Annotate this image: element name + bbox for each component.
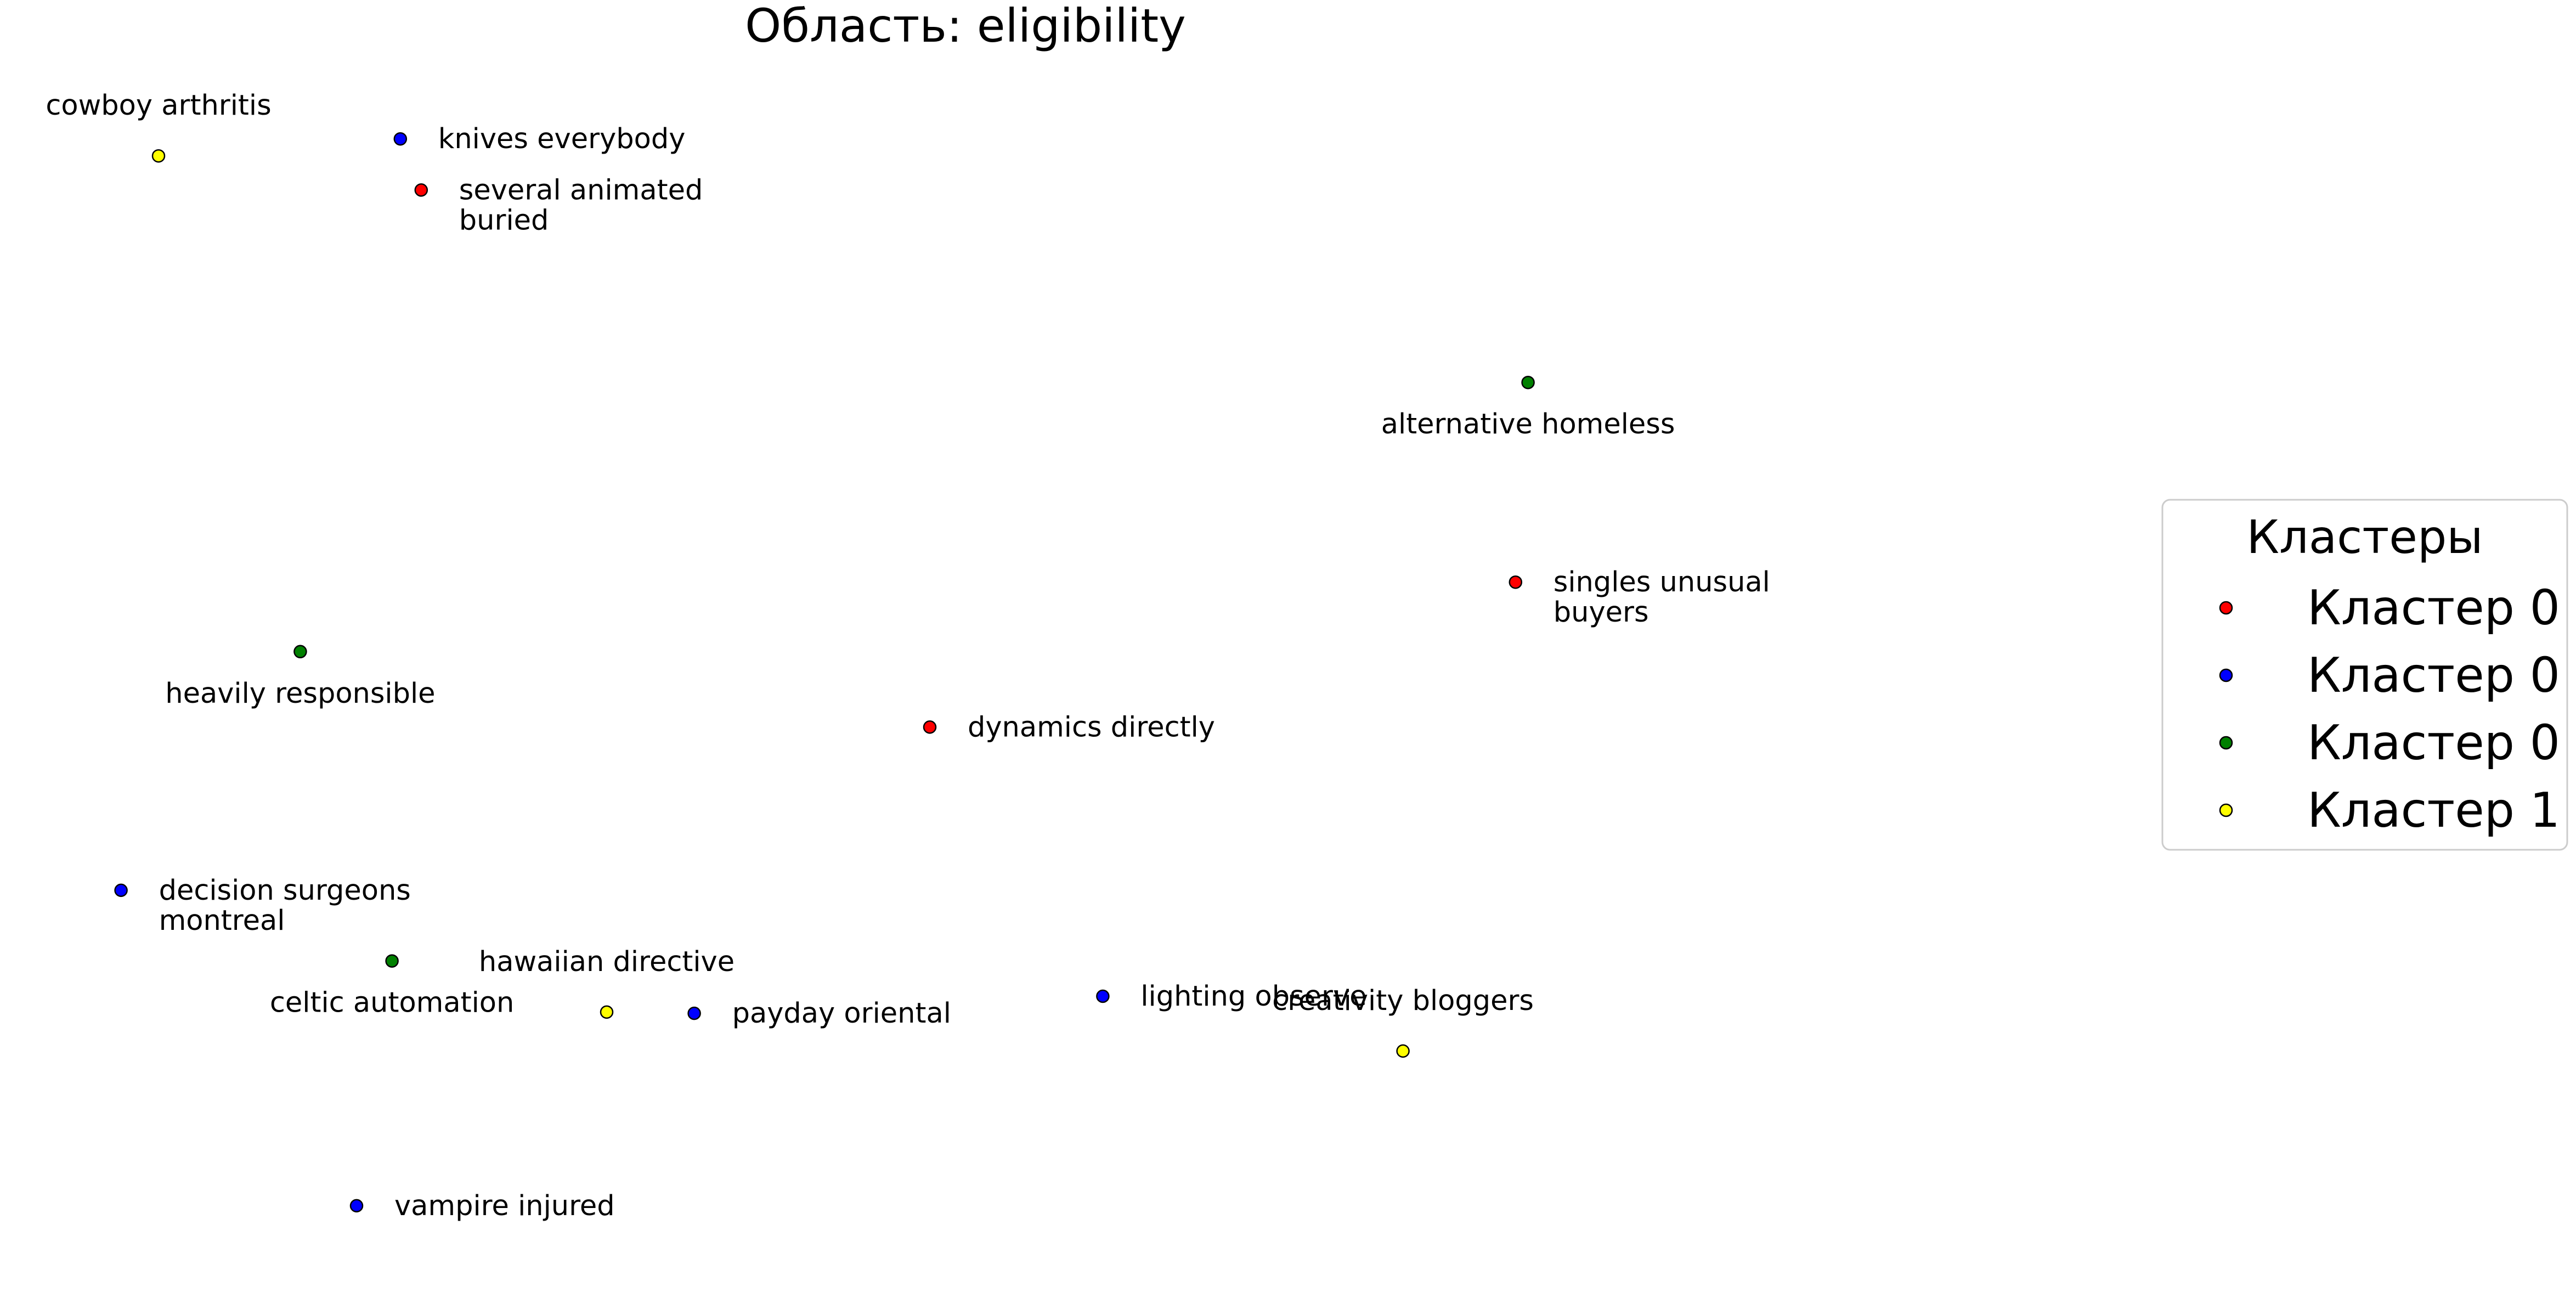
- point-label-line: heavily responsible: [165, 678, 435, 710]
- point-label-line: lighting observe: [1140, 980, 1366, 1013]
- point-label: vampire injured: [394, 1190, 615, 1222]
- data-point: knives everybody: [393, 123, 686, 155]
- point-label: knives everybody: [438, 123, 686, 155]
- point-label: decision surgeons montreal: [159, 874, 411, 937]
- legend-marker: [2219, 803, 2233, 817]
- point-marker: [393, 132, 408, 146]
- point-marker: [349, 1199, 364, 1213]
- chart-title: Область: eligibility: [745, 0, 1186, 53]
- point-label: several animated buried: [459, 174, 703, 236]
- point-label: cowboy arthritis: [46, 89, 271, 122]
- data-point: payday oriental: [687, 997, 951, 1030]
- legend-marker: [2219, 601, 2233, 615]
- data-point: celtic automation: [270, 954, 514, 1019]
- legend-marker: [2219, 736, 2233, 750]
- point-marker: [600, 1005, 614, 1019]
- point-marker: [923, 720, 937, 734]
- point-label-line: dynamics directly: [968, 711, 1215, 743]
- point-marker: [1396, 1044, 1410, 1058]
- point-label: heavily responsible: [165, 678, 435, 710]
- point-marker: [151, 149, 166, 163]
- point-label: alternative homeless: [1381, 408, 1675, 441]
- legend-marker: [2219, 668, 2233, 682]
- point-label: singles unusual buyers: [1553, 566, 1770, 629]
- legend-entry-label: Кластер 0: [2307, 647, 2560, 703]
- point-marker: [1096, 989, 1110, 1003]
- data-point: vampire injured: [349, 1190, 615, 1222]
- point-label-line: singles unusual: [1553, 566, 1770, 599]
- point-label-line: celtic automation: [270, 987, 514, 1019]
- point-label-line: decision surgeons: [159, 874, 411, 907]
- point-marker: [385, 954, 399, 968]
- point-label-line: payday oriental: [732, 997, 951, 1030]
- point-label-line: hawaiian directive: [479, 946, 735, 978]
- point-label-line: knives everybody: [438, 123, 686, 155]
- point-label-line: buyers: [1553, 596, 1649, 629]
- point-label: hawaiian directive: [479, 946, 735, 978]
- point-marker: [687, 1006, 701, 1020]
- data-point: lighting observe: [1096, 980, 1367, 1013]
- point-label: dynamics directly: [968, 711, 1215, 743]
- data-point: singles unusual buyers: [1509, 566, 1770, 629]
- data-point: several animated buried: [414, 174, 703, 236]
- legend-frame: [2161, 499, 2568, 851]
- point-label-line: alternative homeless: [1381, 408, 1675, 441]
- data-point: alternative homeless: [1381, 375, 1675, 441]
- point-label-line: cowboy arthritis: [46, 89, 271, 122]
- point-label-line: creativity bloggers: [1272, 985, 1534, 1017]
- legend-entry-label: Кластер 1: [2307, 782, 2560, 838]
- legend-entries: Кластер 0 Кластер 0 Кластер 0 Кластер 1: [2219, 580, 2560, 838]
- point-marker: [1521, 375, 1535, 389]
- points-layer: cowboy arthritis knives everybody several …: [46, 89, 1770, 1222]
- point-marker: [293, 645, 307, 659]
- data-point: hawaiian directive: [479, 946, 735, 1019]
- point-marker: [414, 183, 428, 197]
- point-label-line: montreal: [159, 905, 285, 937]
- point-label: creativity bloggers: [1272, 985, 1534, 1017]
- legend-title: Кластеры: [2246, 510, 2483, 564]
- point-label: payday oriental: [732, 997, 951, 1030]
- data-point: decision surgeons montreal: [114, 874, 411, 937]
- data-point: dynamics directly: [923, 711, 1215, 743]
- data-point: creativity bloggers: [1272, 985, 1534, 1058]
- point-marker: [1509, 575, 1523, 589]
- point-label-line: buried: [459, 204, 549, 236]
- point-label-line: vampire injured: [394, 1190, 615, 1222]
- data-point: cowboy arthritis: [46, 89, 272, 163]
- point-marker: [114, 883, 128, 897]
- data-point: heavily responsible: [165, 645, 436, 710]
- legend-entry-label: Кластер 0: [2307, 580, 2560, 636]
- legend-entry-label: Кластер 0: [2307, 715, 2560, 771]
- point-label: celtic automation: [270, 987, 514, 1019]
- point-label-line: several animated: [459, 174, 703, 206]
- point-label: lighting observe: [1140, 980, 1366, 1013]
